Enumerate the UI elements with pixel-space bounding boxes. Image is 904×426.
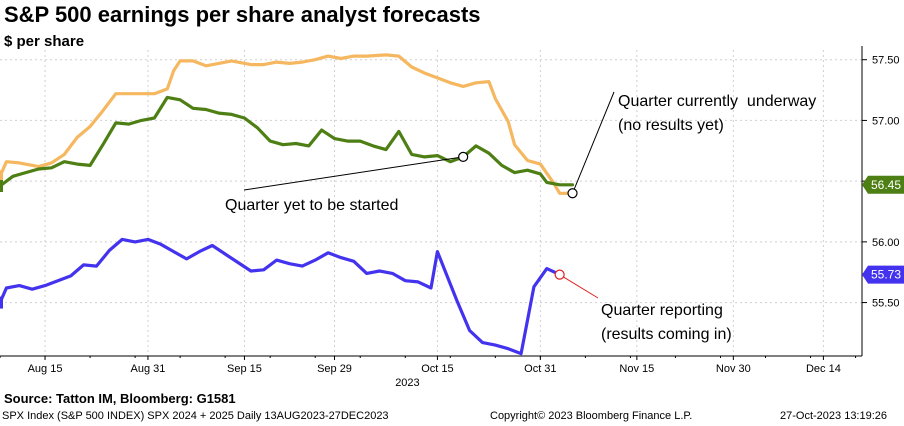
x-tick-label: Dec 14 [806, 363, 841, 375]
grid-lines [0, 50, 862, 356]
x-tick-label: Oct 15 [421, 363, 453, 375]
x-year-label: 2023 [395, 377, 419, 389]
series-start-marker [0, 170, 3, 183]
footer-timestamp: 27-Oct-2023 13:19:26 [780, 410, 888, 422]
annotation-text: Quarter yet to be started [225, 197, 398, 214]
series-start-marker [0, 296, 3, 309]
footer-copyright: Copyright© 2023 Bloomberg Finance L.P. [490, 410, 693, 422]
series-lines [0, 53, 575, 356]
annotations: Quarter currently underway (no results ye… [225, 91, 816, 343]
x-tick-label: Sep 15 [227, 363, 262, 375]
x-tick-label: Aug 31 [131, 363, 166, 375]
x-tick-label: Nov 30 [716, 363, 751, 375]
annotation-marker [554, 269, 565, 280]
last-value-badge-bg [862, 175, 904, 194]
last-value-label: 55.73 [871, 268, 901, 282]
annotation-leader [559, 274, 599, 299]
series-line-2 [0, 237, 562, 356]
last-value-badge-bg [862, 265, 904, 284]
x-tick-label: Oct 31 [524, 363, 556, 375]
x-tick-label: Aug 15 [28, 363, 63, 375]
y-tick-label: 57.00 [872, 115, 900, 127]
annotation-marker [567, 188, 578, 199]
series-line-1 [0, 95, 575, 188]
y-tick-label: 55.50 [872, 298, 900, 310]
x-tick-label: Sep 29 [317, 363, 352, 375]
last-value-badge: 56.45 [862, 175, 904, 194]
annotation-leader [243, 156, 464, 191]
annotation-marker [458, 151, 469, 162]
chart-subtitle: $ per share [4, 33, 85, 50]
footer-ticker-info: SPX Index (S&P 500 INDEX) SPX 2024 + 202… [2, 410, 389, 422]
last-value-badge: 55.73 [862, 265, 904, 284]
annotation-leader [572, 91, 615, 194]
series-line-0 [0, 53, 575, 195]
last-value-label: 56.45 [871, 178, 901, 192]
x-tick-label: Nov 15 [619, 363, 654, 375]
y-tick-label: 56.00 [872, 237, 900, 249]
annotation-text: (no results yet) [618, 117, 724, 134]
series-start-marker [0, 180, 3, 192]
annotation-text: (results coming in) [601, 326, 732, 343]
y-tick-label: 57.50 [872, 55, 900, 67]
chart-source: Source: Tatton IM, Bloomberg: G1581 [4, 391, 236, 406]
annotation-text: Quarter currently underway [618, 93, 816, 110]
chart-title: S&P 500 earnings per share analyst forec… [4, 2, 481, 27]
annotation-text: Quarter reporting [601, 302, 723, 319]
